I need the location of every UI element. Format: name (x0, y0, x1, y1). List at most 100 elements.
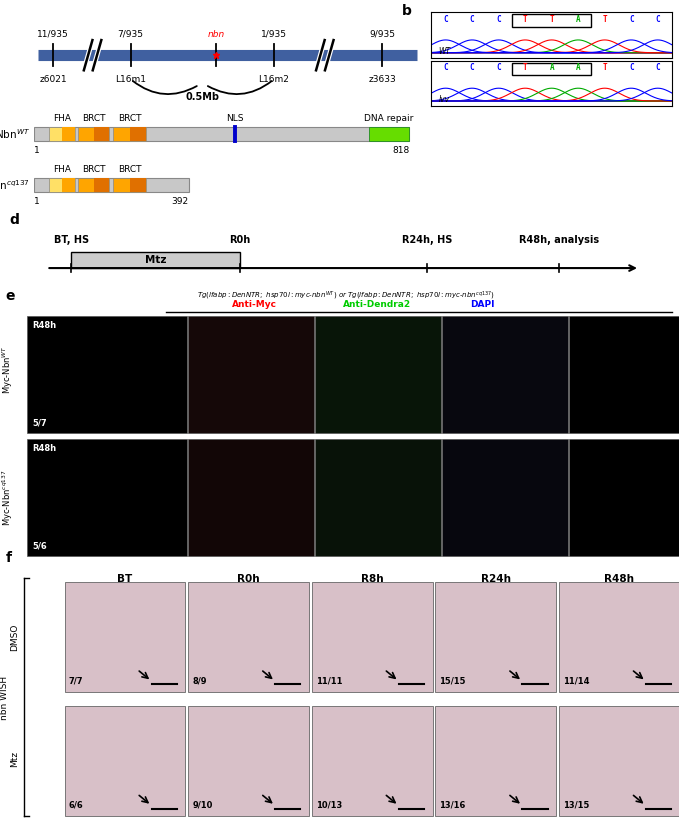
Text: R48h, analysis: R48h, analysis (519, 235, 599, 245)
Text: NLS: NLS (227, 114, 244, 123)
Text: Myc-Nbn$^{cq137}$: Myc-Nbn$^{cq137}$ (1, 469, 16, 526)
FancyBboxPatch shape (34, 178, 189, 192)
Text: 1: 1 (34, 146, 39, 155)
Text: R24h, HS: R24h, HS (403, 235, 453, 245)
Text: 5/6: 5/6 (33, 541, 48, 550)
FancyBboxPatch shape (435, 706, 556, 816)
Text: R24h: R24h (481, 574, 511, 584)
Text: Mtz: Mtz (145, 255, 166, 265)
FancyBboxPatch shape (94, 178, 109, 192)
FancyBboxPatch shape (312, 706, 433, 816)
Text: 13/15: 13/15 (563, 800, 589, 810)
FancyBboxPatch shape (315, 315, 441, 433)
Text: L16m2: L16m2 (259, 76, 289, 84)
FancyBboxPatch shape (79, 126, 109, 141)
Text: 11/11: 11/11 (316, 676, 342, 686)
Text: T: T (602, 15, 607, 24)
Text: C: C (629, 63, 634, 72)
FancyBboxPatch shape (188, 315, 314, 433)
Text: C: C (629, 15, 634, 24)
Text: 13/16: 13/16 (439, 800, 466, 810)
FancyBboxPatch shape (34, 126, 409, 141)
Text: 9/935: 9/935 (369, 30, 395, 39)
Text: T: T (523, 15, 528, 24)
FancyBboxPatch shape (569, 438, 679, 557)
FancyBboxPatch shape (188, 438, 314, 557)
FancyBboxPatch shape (113, 178, 146, 192)
FancyBboxPatch shape (435, 582, 556, 691)
Text: f: f (5, 551, 12, 565)
Text: T: T (602, 63, 607, 72)
Text: R8h: R8h (361, 574, 384, 584)
FancyBboxPatch shape (62, 178, 75, 192)
Text: nbn: nbn (207, 30, 225, 39)
Text: T: T (523, 63, 528, 72)
FancyBboxPatch shape (50, 126, 75, 141)
Text: BRCT: BRCT (82, 114, 106, 123)
Text: z3633: z3633 (369, 76, 396, 84)
Text: WT: WT (439, 47, 451, 56)
FancyBboxPatch shape (369, 126, 409, 141)
Text: T: T (549, 15, 554, 24)
Text: BRCT: BRCT (118, 166, 141, 175)
Text: $Tg(lfabp{:}DenNTR;\ hsp70l{:}myc\text{-}nbn^{WT})$ or $Tg(lfabp{:}DenNTR;\ hsp7: $Tg(lfabp{:}DenNTR;\ hsp70l{:}myc\text{-… (198, 290, 495, 302)
Text: 11/14: 11/14 (563, 676, 589, 686)
Text: 8/9: 8/9 (192, 676, 206, 686)
Text: d: d (9, 213, 19, 226)
FancyBboxPatch shape (312, 582, 433, 691)
Text: 7/935: 7/935 (117, 30, 144, 39)
Text: nbn WISH: nbn WISH (0, 676, 9, 721)
FancyBboxPatch shape (27, 438, 187, 557)
Text: FHA: FHA (53, 114, 71, 123)
FancyBboxPatch shape (188, 582, 309, 691)
Text: R0h: R0h (230, 235, 251, 245)
Text: DNA repair: DNA repair (365, 114, 414, 123)
FancyBboxPatch shape (50, 178, 75, 192)
Text: 1: 1 (34, 197, 39, 206)
FancyBboxPatch shape (113, 126, 146, 141)
FancyBboxPatch shape (79, 178, 109, 192)
FancyBboxPatch shape (315, 438, 441, 557)
Text: DAPI: DAPI (470, 300, 494, 310)
FancyBboxPatch shape (130, 126, 146, 141)
Text: C: C (496, 15, 501, 24)
Text: C: C (470, 63, 475, 72)
Text: C: C (443, 63, 448, 72)
FancyBboxPatch shape (569, 315, 679, 433)
FancyBboxPatch shape (442, 315, 568, 433)
Text: Myc-Nbn$^{WT}$: Myc-Nbn$^{WT}$ (1, 345, 16, 394)
Text: C: C (470, 15, 475, 24)
Text: 392: 392 (172, 197, 189, 206)
Text: DMSO: DMSO (10, 624, 20, 651)
Text: C: C (443, 15, 448, 24)
Text: Anti-Myc: Anti-Myc (232, 300, 277, 310)
FancyBboxPatch shape (62, 126, 75, 141)
Text: 9/10: 9/10 (192, 800, 213, 810)
Text: R48h: R48h (33, 320, 57, 329)
Text: BT: BT (117, 574, 132, 584)
Text: FHA: FHA (53, 166, 71, 175)
Text: L16m1: L16m1 (115, 76, 146, 84)
Text: lvv: lvv (439, 95, 449, 104)
Text: BRCT: BRCT (82, 166, 106, 175)
Text: 11/935: 11/935 (37, 30, 69, 39)
Text: 0.5Mb: 0.5Mb (185, 92, 219, 102)
Text: 10/13: 10/13 (316, 800, 342, 810)
FancyBboxPatch shape (442, 438, 568, 557)
Text: 818: 818 (392, 146, 409, 155)
Text: 5/7: 5/7 (33, 418, 48, 427)
Text: A: A (576, 15, 581, 24)
FancyBboxPatch shape (71, 251, 240, 268)
FancyBboxPatch shape (65, 706, 185, 816)
Text: BT, HS: BT, HS (54, 235, 89, 245)
Text: z6021: z6021 (39, 76, 67, 84)
Text: 7/7: 7/7 (69, 676, 83, 686)
Text: R48h: R48h (33, 443, 57, 453)
Text: A: A (576, 63, 581, 72)
Text: Anti-Dendra2: Anti-Dendra2 (343, 300, 411, 310)
FancyBboxPatch shape (559, 582, 679, 691)
Text: BRCT: BRCT (118, 114, 141, 123)
Text: 1/935: 1/935 (261, 30, 287, 39)
FancyBboxPatch shape (94, 126, 109, 141)
Text: Nbn$^{WT}$: Nbn$^{WT}$ (0, 126, 30, 141)
